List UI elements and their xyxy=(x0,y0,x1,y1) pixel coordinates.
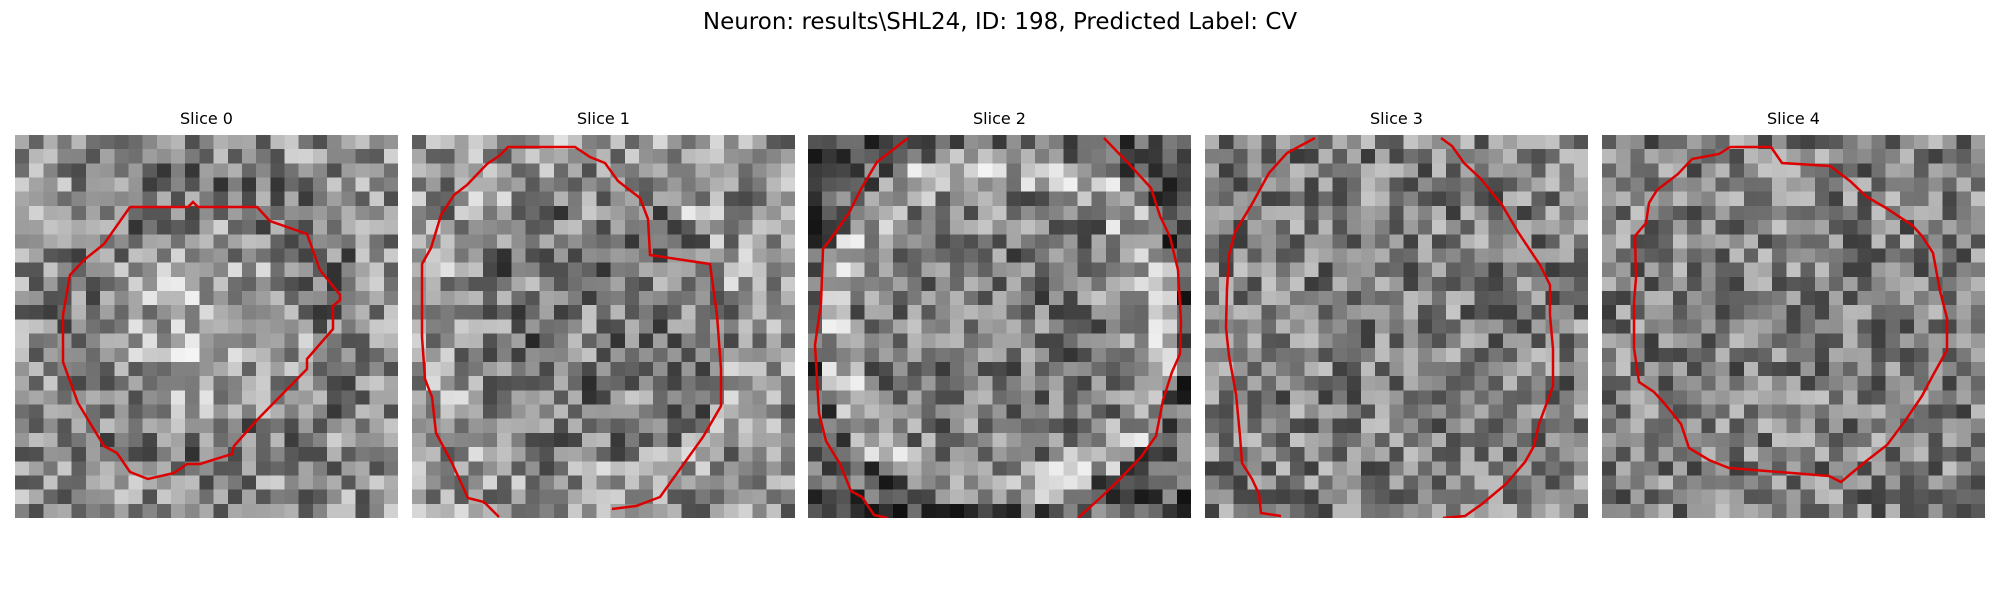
slice-image-0 xyxy=(15,135,398,518)
slice-title-2: Slice 2 xyxy=(973,109,1026,128)
slice-title-0: Slice 0 xyxy=(180,109,233,128)
roi-contour-3b xyxy=(1440,136,1555,518)
roi-contour-2 xyxy=(813,137,909,518)
slice-pixels-1 xyxy=(412,135,795,518)
slice-panel-4: Slice 4 xyxy=(1602,104,1985,518)
slice-title-1: Slice 1 xyxy=(577,109,630,128)
slice-panel-0: Slice 0 xyxy=(15,104,398,518)
roi-contour-3 xyxy=(1224,136,1316,518)
slice-title-3: Slice 3 xyxy=(1370,109,1423,128)
figure-title: Neuron: results\SHL24, ID: 198, Predicte… xyxy=(702,9,1298,35)
roi-contour-1 xyxy=(420,145,723,518)
slice-pixels-0 xyxy=(15,135,398,518)
roi-contour-0 xyxy=(61,200,342,481)
slice-pixels-2 xyxy=(808,135,1191,518)
slice-image-3 xyxy=(1205,135,1588,518)
slice-image-1 xyxy=(412,135,795,518)
slice-panel-3: Slice 3 xyxy=(1205,104,1588,518)
roi-contour-4 xyxy=(1632,145,1949,484)
roi-contour-2b xyxy=(1077,137,1183,518)
slice-image-2 xyxy=(808,135,1191,518)
slice-image-4 xyxy=(1602,135,1985,518)
slice-pixels-3 xyxy=(1205,135,1588,518)
slice-pixels-4 xyxy=(1602,135,1985,518)
slice-title-4: Slice 4 xyxy=(1767,109,1820,128)
slice-panel-1: Slice 1 xyxy=(412,104,795,518)
slice-panel-2: Slice 2 xyxy=(808,104,1191,518)
